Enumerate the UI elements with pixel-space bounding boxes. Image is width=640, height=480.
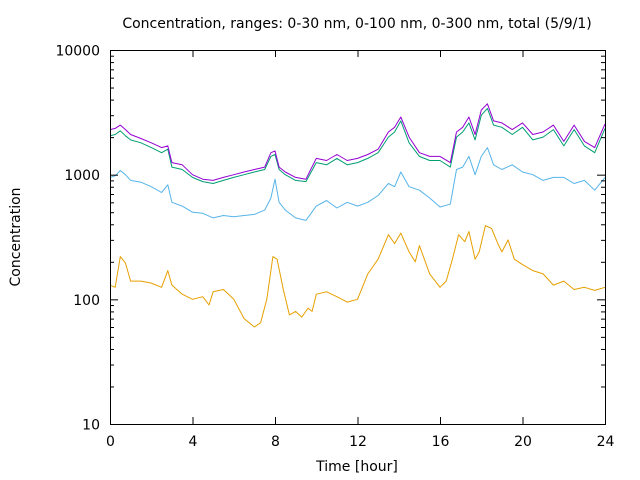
series-line-3 [109, 103, 606, 181]
y-axis-label: Concentration [8, 187, 24, 286]
x-tick-label: 12 [349, 434, 367, 450]
y-tick-label: 10000 [55, 44, 100, 60]
plot-frame [110, 50, 606, 425]
y-tick-label: 100 [73, 293, 100, 309]
y-tick-label: 1000 [64, 168, 100, 184]
x-tick-label: 0 [106, 434, 115, 450]
series-line-0 [109, 225, 606, 328]
chart-title: Concentration, ranges: 0-30 nm, 0-100 nm… [122, 16, 591, 32]
series-line-1 [109, 147, 606, 221]
x-axis-label: Time [hour] [315, 459, 398, 475]
x-tick-label: 20 [514, 434, 532, 450]
x-tick-label: 24 [597, 434, 615, 450]
y-tick-label: 10 [82, 418, 100, 434]
x-tick-label: 16 [432, 434, 450, 450]
x-tick-label: 4 [189, 434, 198, 450]
ticks-layer: 0 4 8 12 16 20 24 10 100 1000 10000 [55, 44, 614, 451]
series-line-2 [109, 107, 606, 184]
series-layer [109, 103, 606, 328]
x-tick-label: 8 [271, 434, 280, 450]
